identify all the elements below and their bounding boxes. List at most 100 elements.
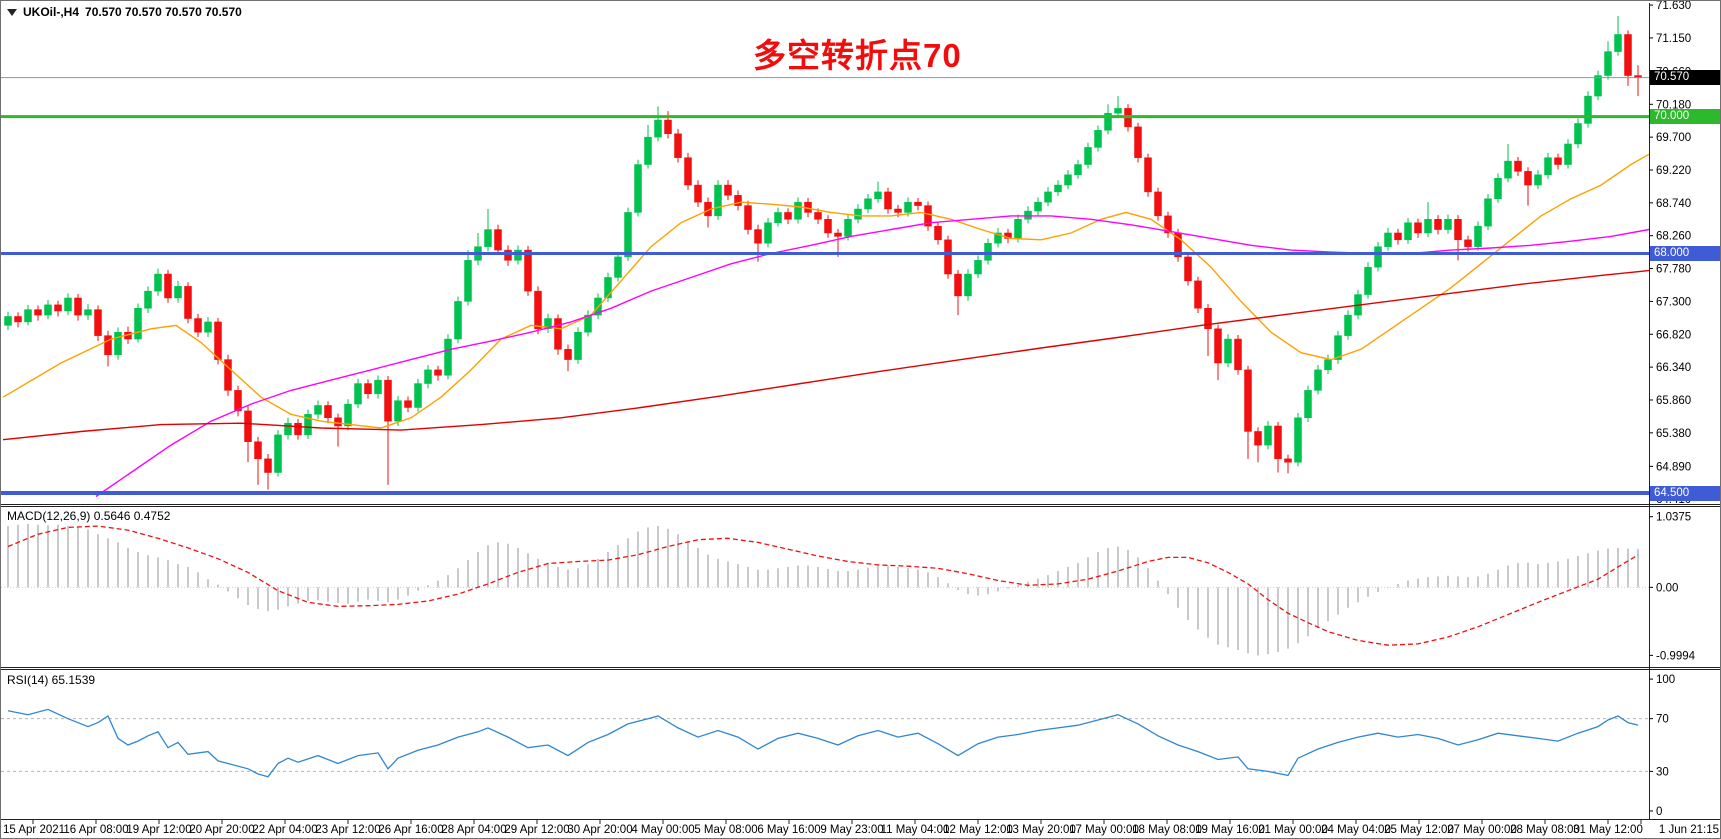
candle-body — [1064, 174, 1072, 186]
macd-axis-label: 1.0375 — [1656, 512, 1691, 524]
level-badge-64-5: 64.500 — [1650, 485, 1720, 501]
time-axis-label: 11 May 04:00 — [881, 824, 950, 836]
price-axis-label: 65.860 — [1656, 395, 1691, 407]
candle-body — [834, 232, 842, 237]
time-axis-label: 31 May 12:00 — [1573, 824, 1643, 836]
candle-body — [954, 273, 962, 297]
candle-body — [514, 249, 522, 261]
price-axis-label: 64.890 — [1656, 461, 1691, 473]
candle-body — [1554, 157, 1562, 165]
candle-body — [314, 405, 322, 415]
candle-body — [1504, 160, 1512, 179]
candle-body — [1134, 126, 1142, 158]
candle-body — [144, 290, 152, 309]
candle-body — [1054, 184, 1062, 193]
price-axis-label: 69.700 — [1656, 132, 1691, 144]
time-axis-label: 29 Apr 12:00 — [504, 824, 569, 836]
candle-body — [814, 212, 822, 220]
macd-indicator-label: MACD(12,26,9) 0.5646 0.4752 — [7, 509, 171, 523]
candle-body — [604, 277, 612, 299]
time-axis-label: 15 Apr 2021 — [3, 824, 65, 836]
level-badge-68: 68.000 — [1650, 246, 1720, 261]
price-axis-label: 67.300 — [1656, 296, 1691, 308]
time-axis-label: 19 May 16:00 — [1195, 824, 1265, 836]
candle-body — [794, 201, 802, 220]
candle-body — [744, 205, 752, 230]
candle-body — [674, 133, 682, 158]
candle-body — [854, 208, 862, 220]
candle-body — [324, 405, 332, 419]
price-axis-label: 71.150 — [1656, 33, 1691, 45]
candle-body — [1584, 95, 1592, 124]
rsi-axis-label: 0 — [1656, 806, 1662, 818]
candle-body — [1074, 164, 1082, 176]
time-axis-label: 30 Apr 20:00 — [567, 824, 632, 836]
candle-body — [1274, 425, 1282, 460]
candle-body — [1454, 219, 1462, 241]
candle-body — [1184, 256, 1192, 282]
candle-body — [1254, 431, 1262, 446]
time-axis-label: 13 May 20:00 — [1006, 824, 1076, 836]
candle-body — [1364, 266, 1372, 295]
candle-body — [1294, 417, 1302, 463]
candle-body — [64, 297, 72, 312]
price-axis-label: 68.260 — [1656, 231, 1691, 243]
rsi-axis-label: 70 — [1656, 714, 1669, 726]
candle-body — [1464, 239, 1472, 247]
candle-body — [584, 314, 592, 333]
price-axis-label: 71.630 — [1656, 1, 1691, 12]
candle-body — [1434, 219, 1442, 230]
candle-body — [924, 205, 932, 227]
candle-body — [1404, 222, 1412, 241]
candle-body — [294, 422, 302, 436]
macd-axis-label: -0.9994 — [1656, 650, 1696, 662]
candle-body — [654, 119, 662, 138]
dropdown-triangle-icon[interactable] — [7, 9, 17, 16]
level-badge-70: 70.000 — [1650, 109, 1720, 125]
time-axis-label: 17 May 00:00 — [1069, 824, 1139, 836]
candle-body — [664, 119, 672, 134]
candle-body — [644, 136, 652, 165]
candle-body — [774, 212, 782, 223]
candle-body — [84, 309, 92, 316]
candle-body — [344, 403, 352, 427]
time-axis-label: 28 May 08:00 — [1510, 824, 1580, 836]
candle-body — [14, 316, 22, 323]
candle-body — [1214, 328, 1222, 364]
candle-body — [1544, 157, 1552, 176]
rsi-axis-label: 30 — [1656, 766, 1669, 778]
price-axis-label: 66.820 — [1656, 329, 1691, 341]
candle-body — [1044, 191, 1052, 203]
rsi-indicator-label: RSI(14) 65.1539 — [7, 673, 96, 687]
candle-body — [1424, 219, 1432, 234]
candle-body — [1384, 232, 1392, 247]
candle-body — [214, 321, 222, 360]
candle-body — [1104, 112, 1112, 131]
price-axis-label: 65.380 — [1656, 428, 1691, 440]
candle-body — [224, 359, 232, 391]
time-axis-label: 25 May 12:00 — [1384, 824, 1454, 836]
candle-body — [164, 273, 172, 299]
candle-body — [1594, 75, 1602, 97]
candle-body — [1024, 210, 1032, 220]
time-axis-label: 1 Jun 21:15 — [1659, 824, 1719, 836]
candle-body — [1624, 34, 1632, 76]
candle-body — [374, 379, 382, 395]
time-axis-label: 4 May 00:00 — [631, 824, 694, 836]
candle-body — [1014, 219, 1022, 239]
candle-body — [534, 290, 542, 330]
candle-body — [1574, 123, 1582, 145]
candle-body — [1484, 198, 1492, 227]
chart-annotation-text: 多空转折点70 — [753, 37, 962, 74]
candle-body — [384, 379, 392, 422]
candle-body — [1234, 338, 1242, 371]
candle-body — [154, 273, 162, 292]
candle-body — [204, 321, 212, 333]
candle-body — [1524, 171, 1532, 186]
time-axis-label: 28 Apr 04:00 — [441, 824, 506, 836]
candle-body — [1264, 425, 1272, 446]
candle-body — [44, 304, 52, 316]
candle-body — [1224, 338, 1232, 364]
candle-body — [764, 222, 772, 244]
